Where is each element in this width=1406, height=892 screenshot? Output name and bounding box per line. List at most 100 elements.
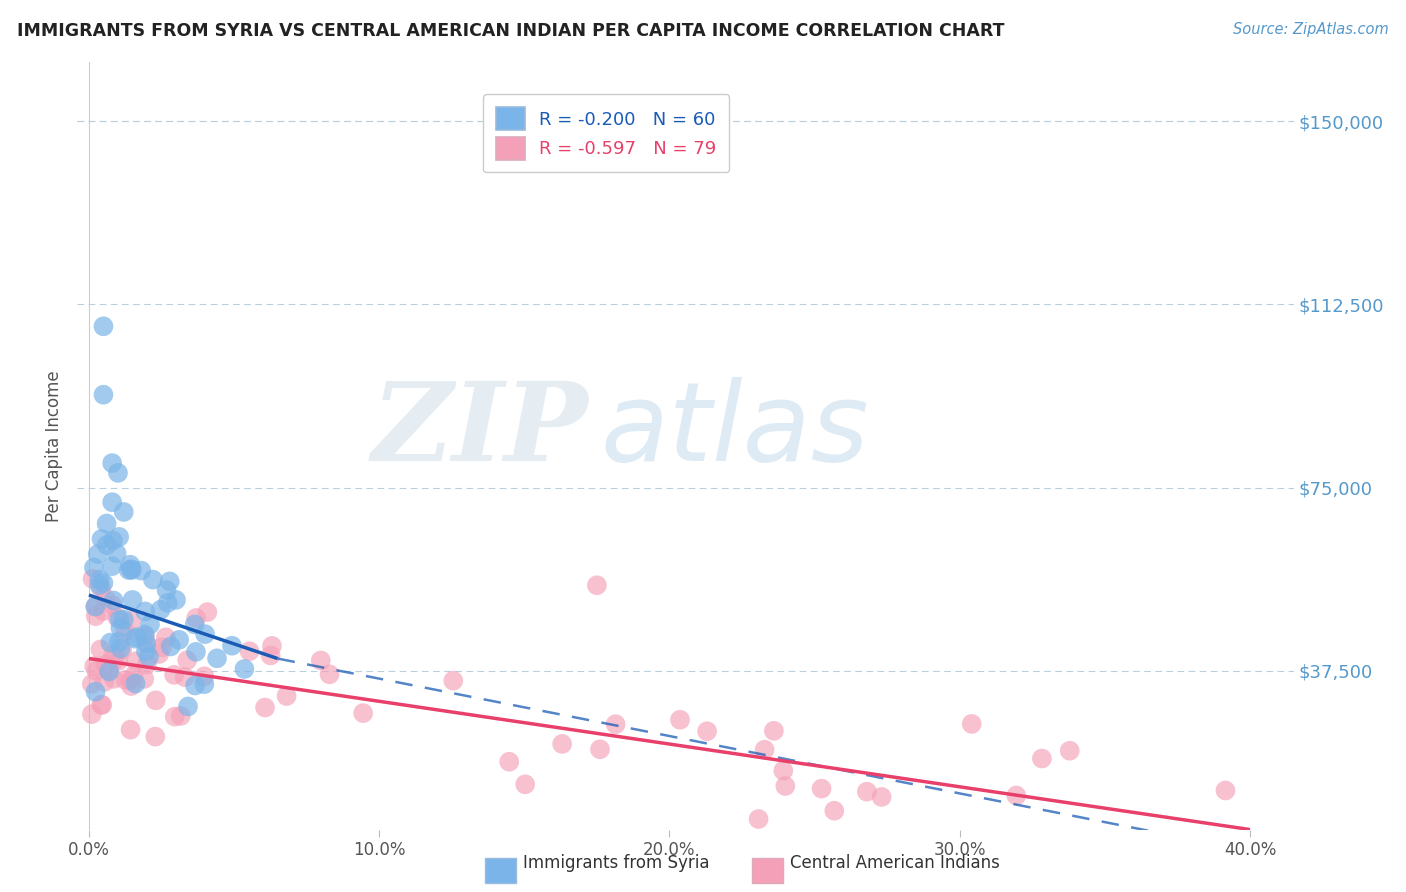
- Point: [177, 699, 200, 714]
- Point: [150, 640, 173, 655]
- Point: [605, 717, 627, 731]
- Point: [80, 677, 103, 691]
- Point: [260, 639, 283, 653]
- Point: [93, 575, 115, 590]
- Point: [90, 532, 112, 546]
- Point: [124, 676, 146, 690]
- Point: [589, 742, 612, 756]
- Point: [135, 657, 157, 672]
- Point: [754, 742, 776, 756]
- Point: [775, 779, 797, 793]
- Point: [135, 637, 157, 651]
- Point: [238, 644, 260, 658]
- Point: [184, 611, 207, 625]
- Point: [94, 657, 117, 672]
- Point: [170, 709, 193, 723]
- Point: [103, 672, 125, 686]
- Point: [352, 706, 374, 720]
- Point: [149, 603, 172, 617]
- Point: [134, 627, 156, 641]
- Point: [233, 662, 256, 676]
- Point: [155, 582, 177, 597]
- Point: [135, 644, 157, 658]
- Point: [121, 593, 143, 607]
- Point: [89, 642, 111, 657]
- Point: [122, 669, 145, 683]
- Legend: R = -0.200   N = 60, R = -0.597   N = 79: R = -0.200 N = 60, R = -0.597 N = 79: [484, 95, 730, 172]
- Point: [91, 604, 114, 618]
- Text: ZIP: ZIP: [371, 377, 588, 484]
- Point: [197, 605, 219, 619]
- Point: [309, 653, 332, 667]
- Point: [87, 547, 110, 561]
- Point: [669, 713, 692, 727]
- Point: [101, 559, 124, 574]
- Point: [114, 673, 136, 687]
- Point: [110, 641, 132, 656]
- Point: [120, 723, 142, 737]
- Point: [80, 707, 103, 722]
- Point: [145, 693, 167, 707]
- Point: [254, 700, 277, 714]
- Point: [173, 670, 195, 684]
- Point: [163, 709, 186, 723]
- Point: [124, 632, 146, 646]
- Point: [143, 730, 166, 744]
- Point: [318, 667, 340, 681]
- Point: [762, 723, 785, 738]
- Point: [90, 698, 112, 712]
- Point: [93, 387, 115, 401]
- Point: [176, 653, 198, 667]
- Text: Source: ZipAtlas.com: Source: ZipAtlas.com: [1233, 22, 1389, 37]
- Point: [120, 558, 142, 572]
- Point: [163, 668, 186, 682]
- Point: [84, 684, 107, 698]
- Point: [205, 651, 228, 665]
- Point: [96, 516, 118, 531]
- Point: [823, 804, 845, 818]
- Point: [134, 604, 156, 618]
- Point: [97, 663, 120, 677]
- Point: [114, 624, 136, 639]
- Point: [276, 689, 298, 703]
- Point: [193, 669, 215, 683]
- Point: [93, 319, 115, 334]
- Text: Immigrants from Syria: Immigrants from Syria: [523, 855, 710, 872]
- Text: atlas: atlas: [600, 377, 869, 484]
- Point: [138, 650, 160, 665]
- Point: [101, 533, 124, 548]
- Point: [870, 789, 893, 804]
- Point: [112, 612, 135, 626]
- Point: [83, 560, 105, 574]
- Point: [183, 617, 205, 632]
- Point: [121, 563, 143, 577]
- Point: [960, 717, 983, 731]
- Point: [84, 609, 107, 624]
- Point: [856, 785, 879, 799]
- Point: [84, 599, 107, 614]
- Text: IMMIGRANTS FROM SYRIA VS CENTRAL AMERICAN INDIAN PER CAPITA INCOME CORRELATION C: IMMIGRANTS FROM SYRIA VS CENTRAL AMERICA…: [17, 22, 1004, 40]
- Point: [103, 653, 125, 667]
- Point: [107, 466, 129, 480]
- Point: [120, 679, 142, 693]
- Point: [515, 777, 537, 791]
- Point: [1031, 751, 1053, 765]
- Point: [142, 573, 165, 587]
- Text: Central American Indians: Central American Indians: [790, 855, 1000, 872]
- Point: [94, 591, 117, 605]
- Point: [159, 640, 181, 654]
- Point: [110, 621, 132, 635]
- Point: [696, 724, 718, 739]
- Point: [125, 654, 148, 668]
- Point: [134, 672, 156, 686]
- Point: [118, 563, 141, 577]
- Point: [772, 764, 794, 778]
- Point: [120, 673, 142, 688]
- Point: [810, 781, 832, 796]
- Point: [135, 636, 157, 650]
- Point: [184, 645, 207, 659]
- Point: [84, 599, 107, 614]
- Point: [1059, 744, 1081, 758]
- Point: [193, 677, 215, 691]
- Point: [98, 665, 121, 679]
